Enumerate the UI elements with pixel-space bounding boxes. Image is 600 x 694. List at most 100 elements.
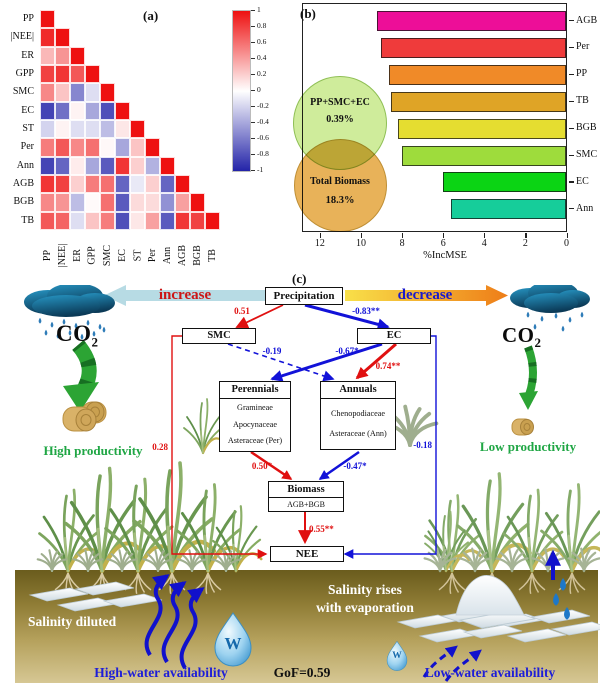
panel-b-label: (b) xyxy=(300,6,316,21)
heatmap-cell xyxy=(85,138,100,157)
precipitation-box: Precipitation xyxy=(265,287,343,305)
x-tick-mark xyxy=(443,233,445,238)
perennial-grass-icon xyxy=(182,397,226,455)
bar-agb xyxy=(376,11,566,31)
perennials-line: Apocynaceae xyxy=(232,419,278,429)
heatmap-cell xyxy=(85,101,100,120)
path-ec-nee xyxy=(343,335,437,559)
heatmap-cell xyxy=(40,193,55,212)
coef-smc-nee: 0.28 xyxy=(152,442,168,452)
bar-category-label: Ann xyxy=(576,202,594,214)
biomass-sub: AGB+BGB xyxy=(287,500,325,509)
heatmap-cell xyxy=(70,156,85,175)
heatmap-cell xyxy=(175,193,190,212)
heatmap-cell xyxy=(40,101,55,120)
heatmap-cell xyxy=(40,156,55,175)
co2-subscript: 2 xyxy=(91,334,99,350)
heatmap-cell xyxy=(55,193,70,212)
heatmap-cell xyxy=(115,138,130,157)
co2-arrow-right-icon xyxy=(519,345,538,410)
low-water-availability-label: Low-water availability xyxy=(424,665,556,680)
heatmap-cell xyxy=(55,83,70,102)
venn-top-value: 0.39% xyxy=(326,114,354,125)
venn-bottom-value: 18.3% xyxy=(325,195,355,206)
coef-ec-perennials: -0.67* xyxy=(335,346,359,356)
annuals-box: Annuals Chenopodiaceae Asteraceae (Ann) xyxy=(320,381,396,450)
colorbar-tick-mark xyxy=(251,122,255,123)
annuals-line: Chenopodiaceae xyxy=(330,409,386,418)
x-axis-label: %IncMSE xyxy=(423,250,467,261)
grass-right-illustration xyxy=(423,471,600,595)
bar-per xyxy=(381,37,566,58)
colorbar-tick-mark xyxy=(251,138,255,139)
heatmap-cell xyxy=(115,101,130,120)
heatmap-row-label: EC xyxy=(21,104,34,116)
bar-category-tick xyxy=(569,127,574,129)
water-w-left: W xyxy=(224,634,242,653)
heatmap-cell xyxy=(70,83,85,102)
heatmap-cell xyxy=(130,175,145,194)
x-tick-mark xyxy=(402,233,404,238)
x-tick-label: 6 xyxy=(440,238,446,249)
dashed-water-arrows xyxy=(422,645,482,682)
coef-smc-annuals: -0.19 xyxy=(262,346,282,356)
perennials-content: Gramineae Apocynaceae Asteraceae (Per) xyxy=(220,399,290,451)
heatmap-cells xyxy=(40,10,220,230)
heatmap-cell xyxy=(70,65,85,84)
heatmap-cell xyxy=(100,193,115,212)
heatmap-cell xyxy=(145,211,160,230)
heatmap-cell xyxy=(40,46,55,65)
colorbar-tick-label: 0.4 xyxy=(257,53,267,62)
heatmap-row-label: TB xyxy=(21,214,34,226)
bar-plot-area xyxy=(302,3,567,232)
colorbar-tick-label: 0.8 xyxy=(257,21,267,30)
heatmap-cell xyxy=(55,101,70,120)
heatmap-cell xyxy=(190,193,205,212)
bar-tb xyxy=(391,91,566,112)
heatmap-cell xyxy=(130,211,145,230)
heatmap-cell xyxy=(115,120,130,139)
heatmap-cell xyxy=(145,138,160,157)
heatmap-row-label: ER xyxy=(21,49,34,61)
heatmap-cell xyxy=(40,65,55,84)
colorbar-tick-label: -0.6 xyxy=(257,133,269,142)
perennials-title: Perennials xyxy=(220,382,290,399)
diagram-graphics xyxy=(24,285,600,682)
salinity-rises-line2: with evaporation xyxy=(316,600,414,615)
bar-ann xyxy=(450,199,566,220)
colorbar-tick-label: -1 xyxy=(257,165,264,174)
heatmap-cell xyxy=(130,156,145,175)
heatmap-row-label: GPP xyxy=(15,68,34,79)
increase-arrow xyxy=(104,285,269,306)
x-tick-label: 0 xyxy=(564,238,569,249)
heatmap-cell xyxy=(130,138,145,157)
heatmap-cell xyxy=(70,120,85,139)
co2-label-right: CO2 xyxy=(502,323,542,351)
colorbar-tick-mark xyxy=(251,42,255,43)
heatmap-cell xyxy=(55,138,70,157)
colorbar-tick-mark xyxy=(251,74,255,75)
perennials-box: Perennials Gramineae Apocynaceae Asterac… xyxy=(219,381,291,452)
colorbar-tick-label: -0.8 xyxy=(257,149,269,158)
bar-category-label: Per xyxy=(576,41,590,53)
colorbar-tick-mark xyxy=(251,106,255,107)
heatmap-cell xyxy=(85,193,100,212)
path-precip-ec xyxy=(304,303,390,331)
heatmap-cell xyxy=(190,211,205,230)
heatmap-cell xyxy=(55,156,70,175)
heatmap-cell xyxy=(130,120,145,139)
heatmap-cell xyxy=(40,138,55,157)
heatmap-cell xyxy=(145,175,160,194)
colorbar xyxy=(232,10,251,172)
colorbar-tick-mark xyxy=(251,26,255,27)
heatmap-cell xyxy=(100,138,115,157)
heatmap-row-label: Ann xyxy=(16,159,34,171)
water-w-right: W xyxy=(392,651,402,661)
panel-b-importance-barchart: (b) %IncMSE PP+SMC+EC 0.39% Total Biomas… xyxy=(0,0,600,285)
colorbar-tick-mark xyxy=(251,10,255,11)
venn-circle-bottom xyxy=(294,139,387,232)
x-tick-mark xyxy=(566,233,568,238)
heatmap-row-label: ST xyxy=(22,123,34,134)
x-tick-mark xyxy=(361,233,363,238)
